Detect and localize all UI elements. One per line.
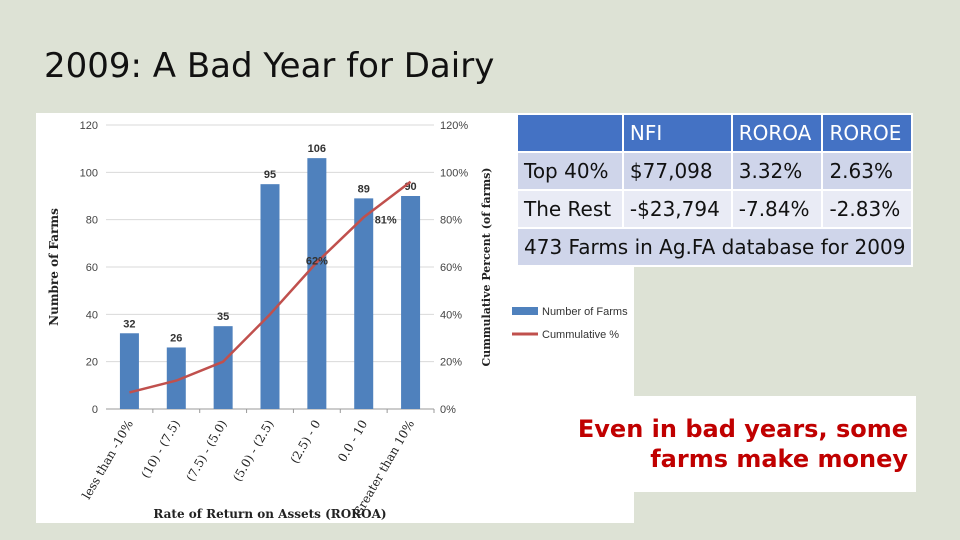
y-tick-label: 80 [86, 215, 98, 227]
y2-tick-label: 60% [440, 262, 462, 274]
table-header-cell: ROROE [821, 113, 914, 153]
y-tick-label: 120 [80, 120, 98, 132]
table-footer: 473 Farms in Ag.FA database for 2009 [515, 227, 914, 267]
table-header-cell [516, 113, 624, 153]
bar [260, 184, 280, 409]
legend-line-label: Cummulative % [542, 329, 619, 341]
table-cell: -$23,794 [621, 189, 733, 229]
y-tick-label: 100 [80, 167, 98, 179]
y-axis-title: Numbre of Farms [47, 208, 61, 326]
y2-tick-label: 120% [440, 120, 468, 132]
bar [213, 326, 233, 409]
y-tick-label: 40 [86, 309, 98, 321]
bar-value-label: 35 [217, 311, 229, 323]
table-cell: 2.63% [821, 151, 914, 191]
bar [119, 333, 139, 409]
table-cell: 3.32% [730, 151, 824, 191]
bar [401, 196, 421, 409]
table-cell: $77,098 [621, 151, 733, 191]
line-value-label: 81% [375, 214, 397, 226]
x-tick-label: (2.5) - 0 [287, 418, 323, 466]
y2-tick-label: 100% [440, 167, 468, 179]
x-tick-label: (10) - (7.5) [138, 418, 183, 481]
bar [354, 198, 374, 409]
callout-box: Even in bad years, some farms make money [558, 396, 916, 492]
table-row: Top 40% $77,098 3.32% 2.63% [516, 151, 914, 191]
table-footer-row: 473 Farms in Ag.FA database for 2009 [515, 227, 914, 267]
slide-title: 2009: A Bad Year for Dairy [44, 46, 495, 86]
line-value-label: 62% [306, 255, 328, 267]
y2-tick-label: 80% [440, 215, 462, 227]
table-cell: -7.84% [730, 189, 824, 229]
cumulative-line [129, 180, 412, 394]
table-header-cell: NFI [621, 113, 733, 153]
bar-value-label: 95 [264, 169, 276, 181]
y2-tick-label: 20% [440, 357, 462, 369]
callout-line-2: farms make money [650, 445, 908, 473]
y-tick-label: 60 [86, 262, 98, 274]
legend-bar-label: Number of Farms [542, 306, 628, 318]
table-cell: Top 40% [516, 151, 624, 191]
callout-line-1: Even in bad years, some [577, 415, 908, 443]
legend-bar-swatch [512, 307, 538, 315]
bar [307, 158, 327, 409]
table-header-row: NFI ROROA ROROE [516, 113, 914, 153]
table-cell: -2.83% [821, 189, 914, 229]
x-tick-label: (5.0) - (2.5) [230, 418, 276, 484]
table-row: The Rest -$23,794 -7.84% -2.83% [516, 189, 914, 229]
y-tick-label: 20 [86, 357, 98, 369]
table-cell: The Rest [516, 189, 624, 229]
stats-table: NFI ROROA ROROE Top 40% $77,098 3.32% 2.… [515, 113, 914, 267]
table-header-cell: ROROA [730, 113, 824, 153]
x-axis-title: Rate of Return on Assets (ROROA) [153, 507, 386, 521]
bar-value-label: 106 [308, 143, 326, 155]
y2-axis-title: Cummulative Percent (of farms) [480, 168, 493, 367]
y-tick-label: 0 [92, 404, 98, 416]
bar-value-label: 89 [358, 183, 370, 195]
combo-chart: 0 20 40 60 80 100 120 0% 20% 40% 60% 80% 100% 120% 32 l… [47, 120, 628, 521]
x-tick-label: less than -10% [79, 418, 136, 502]
bar-value-label: 32 [123, 318, 135, 330]
bar [166, 347, 186, 409]
y2-tick-label: 40% [440, 309, 462, 321]
x-tick-label: (7.5) - (5.0) [183, 418, 229, 484]
x-tick-label: 0.0 - 10 [335, 418, 370, 465]
y2-tick-label: 0% [440, 404, 456, 416]
bar-value-label: 26 [170, 332, 182, 344]
